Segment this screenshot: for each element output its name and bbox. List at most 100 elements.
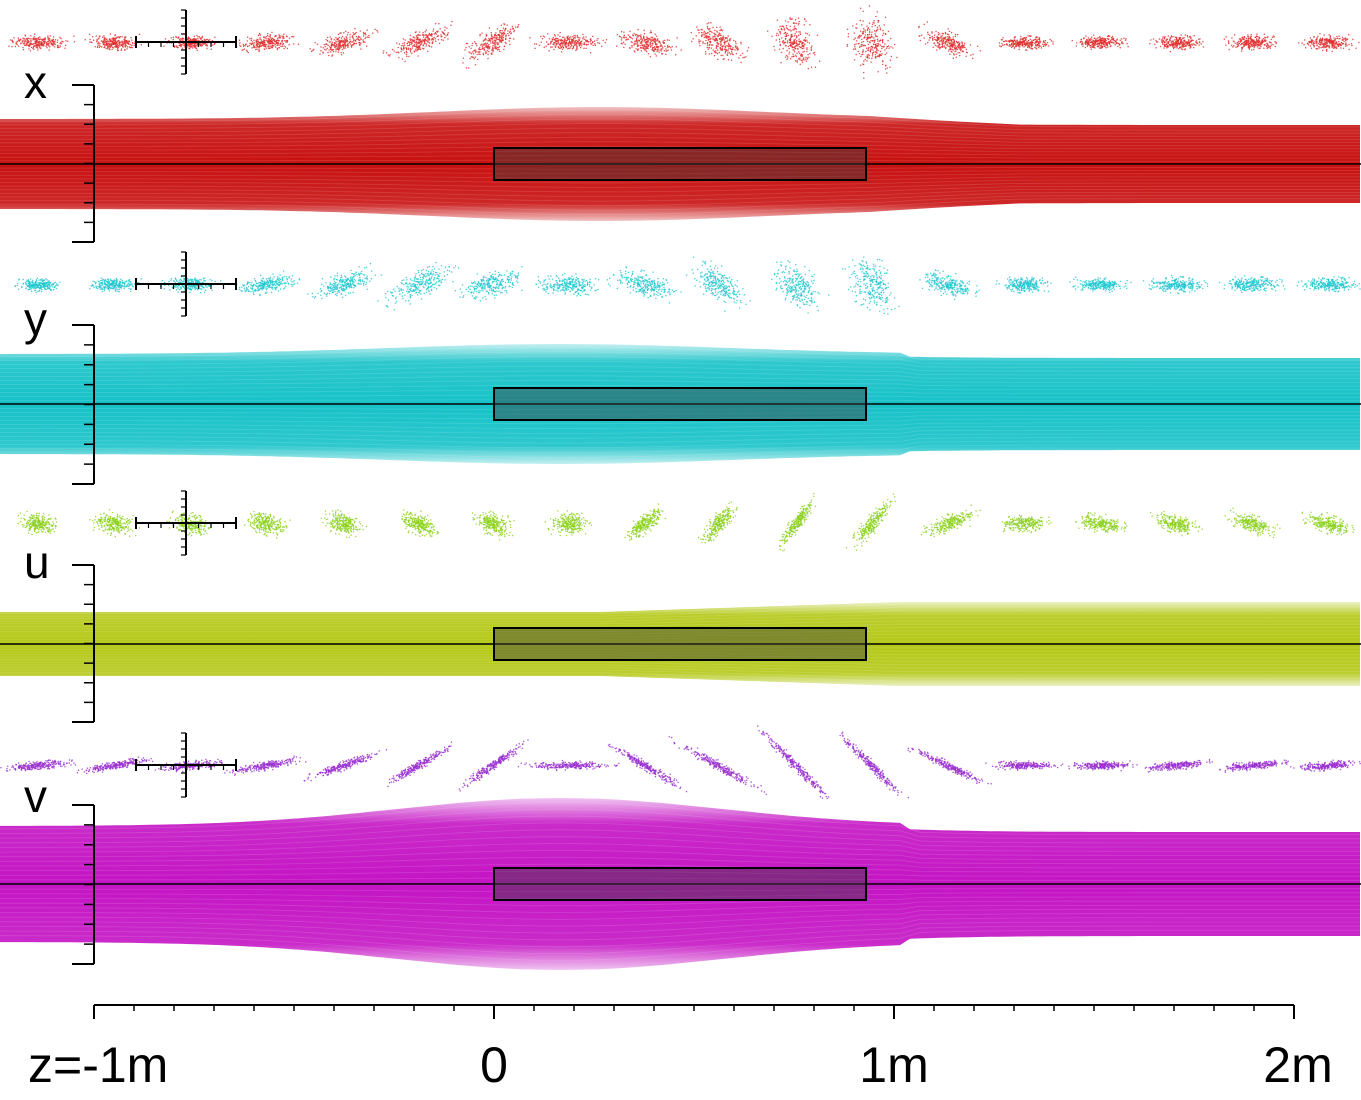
phase-ellipse: [309, 27, 379, 57]
z-axis: z=-1m 0 1m 2m: [28, 1004, 1333, 1093]
phase-ellipse: [1290, 759, 1361, 772]
crosshair-icon: [135, 490, 237, 556]
phase-ellipse: [1298, 33, 1360, 53]
panel-x: x: [0, 5, 1361, 243]
phase-ellipse: [14, 277, 61, 294]
phase-ellipse: [544, 510, 593, 537]
phase-ellipse: [668, 735, 768, 796]
phase-ellipse: [529, 32, 608, 54]
phase-ellipse: [907, 747, 993, 785]
panel-label-y: y: [24, 293, 47, 345]
phase-ellipse: [1001, 514, 1052, 534]
phase-space-row-y: [14, 256, 1361, 315]
phase-ellipse: [1218, 275, 1286, 293]
phase-ellipse: [76, 756, 154, 775]
phase-ellipse: [920, 504, 981, 538]
phase-ellipse: [756, 725, 830, 800]
phase-space-row-u: [17, 492, 1355, 552]
phase-space-row-x: [8, 5, 1360, 79]
phase-ellipse: [770, 260, 830, 314]
z-tick-label: 0: [480, 1037, 508, 1093]
phase-ellipse: [84, 33, 142, 52]
phase-ellipse: [89, 277, 143, 293]
phase-ellipse: [1223, 33, 1277, 52]
panel-label-u: u: [24, 536, 50, 588]
phase-ellipse: [607, 743, 688, 793]
z-tick-label: 2m: [1263, 1037, 1332, 1093]
phase-ellipse: [1144, 758, 1213, 773]
phase-ellipse: [454, 265, 523, 302]
phase-ellipse: [401, 509, 440, 538]
phase-ellipse: [8, 33, 76, 52]
phase-ellipse: [985, 760, 1064, 771]
phase-ellipse: [845, 493, 897, 552]
phase-ellipse: [616, 28, 682, 58]
phase-ellipse: [458, 739, 529, 792]
phase-space-row-v: [0, 725, 1361, 800]
phase-ellipse: [607, 266, 682, 304]
phase-ellipse: [303, 748, 388, 782]
phase-ellipse: [697, 501, 738, 544]
panel-v: v: [0, 725, 1361, 970]
trajectory-lines: [0, 801, 1360, 961]
phase-ellipse: [766, 17, 821, 70]
phase-ellipse: [387, 741, 453, 788]
phase-ellipse: [471, 510, 515, 541]
phase-ellipse: [1219, 759, 1289, 773]
phase-ellipse: [841, 256, 900, 315]
crosshair-icon: [135, 732, 237, 798]
vertical-scale: [72, 324, 95, 485]
phase-ellipse: [690, 21, 750, 64]
phase-ellipse: [917, 21, 982, 60]
panel-y: y: [0, 251, 1361, 485]
phase-ellipse: [1142, 274, 1209, 295]
phase-ellipse: [243, 510, 291, 539]
phase-ellipse: [778, 492, 817, 552]
phase-ellipse: [89, 509, 141, 538]
phase-ellipse: [307, 262, 383, 300]
element-box: [493, 627, 867, 661]
z-tick-label: 1m: [859, 1037, 928, 1093]
crosshair-icon: [135, 9, 237, 75]
panel-label-v: v: [24, 770, 47, 822]
vertical-scale: [72, 564, 95, 723]
panels: x y u v: [0, 5, 1361, 970]
phase-ellipse: [1149, 510, 1204, 537]
phase-ellipse: [624, 503, 667, 541]
panel-label-x: x: [24, 56, 47, 108]
phase-ellipse: [377, 261, 460, 311]
phase-ellipse: [1296, 276, 1361, 293]
element-box: [493, 147, 867, 181]
phase-ellipse: [1149, 34, 1205, 53]
phase-ellipse: [320, 509, 368, 539]
z-tick-label: z=-1m: [28, 1037, 168, 1093]
panel-u: u: [0, 490, 1361, 723]
crosshair-icon: [135, 251, 237, 317]
phase-ellipse: [166, 510, 213, 537]
phase-ellipse: [685, 256, 752, 312]
phase-ellipse: [846, 5, 898, 79]
phase-ellipse: [1301, 511, 1355, 536]
phase-ellipse: [17, 510, 58, 536]
phase-ellipse: [919, 269, 980, 301]
phase-ellipse: [462, 22, 520, 69]
phase-ellipse: [224, 755, 307, 776]
phase-ellipse: [1071, 34, 1129, 50]
phase-ellipse: [1069, 276, 1132, 293]
phase-ellipse: [839, 731, 910, 799]
phase-ellipse: [517, 759, 620, 772]
phase-ellipse: [1075, 512, 1128, 533]
phase-ellipse: [535, 272, 608, 297]
phase-ellipse: [998, 35, 1054, 51]
phase-ellipse: [1224, 507, 1281, 539]
vertical-scale: [72, 84, 95, 243]
phase-ellipse: [382, 20, 453, 63]
phase-ellipse: [1068, 760, 1138, 772]
vertical-scale: [72, 804, 95, 965]
phase-ellipse: [238, 31, 300, 54]
element-box: [493, 387, 867, 421]
element-box: [493, 867, 867, 901]
phase-ellipse: [995, 276, 1052, 294]
phase-ellipse: [0, 759, 77, 772]
